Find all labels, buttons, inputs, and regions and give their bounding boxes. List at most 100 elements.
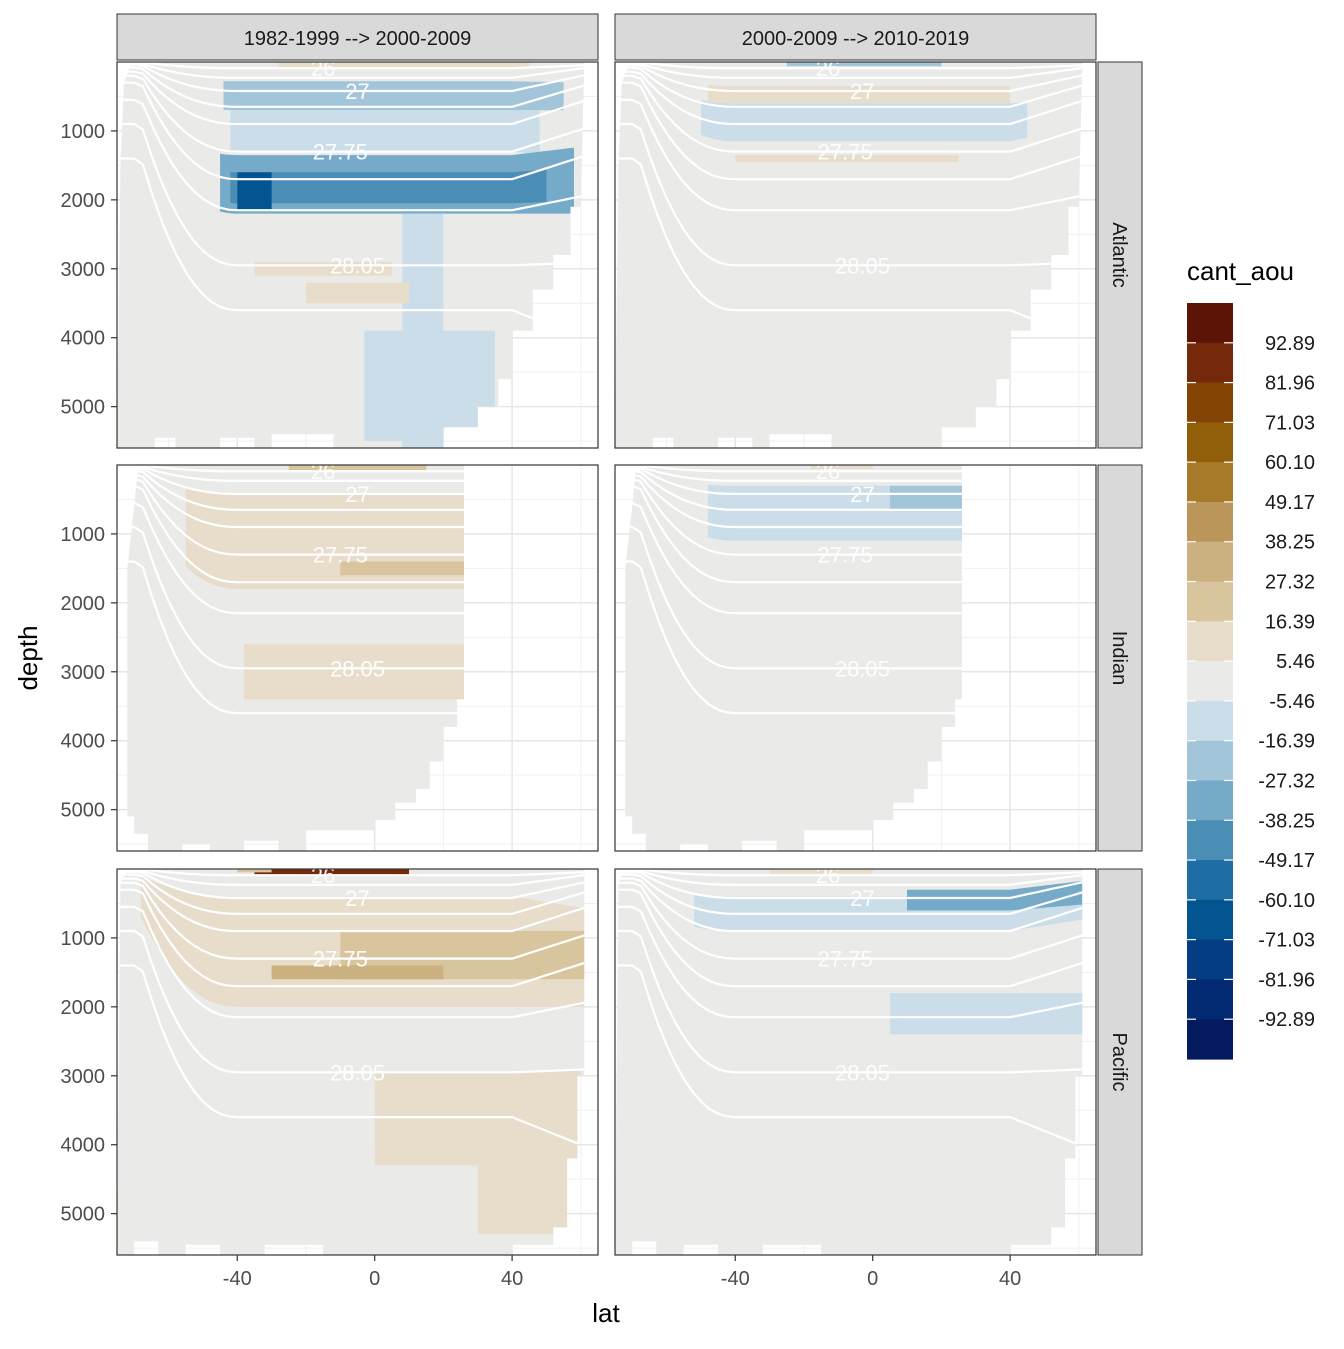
anomaly-contour-region [223, 81, 564, 111]
panel-indian-2000-2019: 26 27 27.75 28.05 [614, 464, 1097, 852]
isopycnal-line [117, 70, 585, 126]
legend-swatch [1187, 1019, 1233, 1060]
anomaly-contour-region [306, 282, 409, 304]
isopycnal-line [117, 62, 585, 79]
panel-border [614, 61, 1097, 449]
legend: cant_aou 92.89 81.96 71.03 60.10 49.17 38.25 2… [1187, 256, 1315, 1060]
legend-swatch [1187, 501, 1233, 543]
isopycnal-label: 26 [311, 459, 335, 484]
legend-label: 38.25 [1265, 532, 1315, 554]
isopycnal-label: 27.75 [818, 947, 873, 972]
isopycnal-label: 28.05 [330, 656, 385, 681]
anomaly-contour-region [340, 561, 464, 576]
x-tick-label: 40 [999, 1268, 1021, 1290]
legend-swatch [1187, 700, 1233, 742]
isopycnal-line [117, 62, 585, 70]
anomaly-contour-region [254, 869, 409, 875]
isopycnal-line [615, 74, 1083, 153]
y-tick-label: 4000 [61, 328, 106, 350]
anomaly-contour-region [707, 84, 1011, 104]
legend-label: 16.39 [1265, 611, 1315, 633]
y-axis: 1000 2000 3000 4000 5000 1000 2000 3000 4000 5000… [61, 121, 117, 1226]
anomaly-contour-region [288, 465, 427, 472]
anomaly-contour-region [889, 485, 962, 510]
y-tick-label: 4000 [61, 1135, 106, 1157]
legend-label: 81.96 [1265, 373, 1315, 395]
isopycnal-line [117, 157, 585, 346]
legend-swatch [1187, 860, 1233, 901]
panel-border [116, 464, 599, 852]
isopycnal-line [117, 873, 585, 915]
isopycnal-line [127, 484, 465, 584]
isopycnal-line [117, 870, 585, 900]
anomaly-contour-region [237, 172, 272, 211]
legend-swatch [1187, 303, 1233, 344]
y-tick-label: 2000 [61, 997, 106, 1019]
section-field: 26 27 27.75 28.05 [127, 459, 465, 851]
isopycnal-line [127, 477, 465, 556]
isopycnal-line [615, 62, 1083, 79]
isopycnal-line [615, 877, 1083, 933]
x-tick-label: 0 [867, 1268, 878, 1290]
isopycnal-line [615, 905, 1083, 1019]
legend-label: 92.89 [1265, 333, 1315, 355]
isopycnal-label: 27.75 [313, 543, 368, 568]
y-tick-label: 1000 [61, 928, 106, 950]
x-tick-label: 0 [369, 1268, 380, 1290]
isopycnal-line [625, 525, 962, 670]
isopycnal-line [615, 869, 1083, 886]
legend-swatch [1187, 422, 1233, 463]
anomaly-contour-region [700, 99, 1028, 142]
isopycnal-label: 26 [816, 56, 840, 81]
panel-border [116, 61, 599, 449]
legend-swatch [1187, 621, 1233, 662]
legend-labels: 92.89 81.96 71.03 60.10 49.17 38.25 27.32 16.39… [1258, 333, 1315, 1031]
anomaly-contour-region [694, 885, 1083, 931]
anomaly-contour-region [237, 869, 272, 873]
section-field: 26 27 27.75 28.05 [615, 869, 1083, 1255]
legend-label: -49.17 [1258, 850, 1315, 872]
panel-border [614, 464, 1097, 852]
isopycnal-line [117, 63, 585, 93]
isopycnal-label: 27 [345, 79, 369, 104]
panel-indian-1982-2009: 26 27 27.75 28.05 [116, 459, 599, 852]
facet-row-atlantic-label: Atlantic [1108, 222, 1130, 288]
isopycnal-line [117, 66, 585, 108]
y-tick-label: 3000 [61, 662, 106, 684]
isopycnal-line [615, 122, 1083, 267]
isopycnal-line [615, 62, 1083, 70]
anomaly-contour-region [230, 169, 547, 204]
legend-swatch [1187, 661, 1233, 702]
legend-label: 5.46 [1276, 651, 1315, 673]
isopycnal-line [117, 98, 585, 212]
facet-col-1-label: 1982-1999 --> 2000-2009 [244, 28, 471, 50]
x-axis: -40 0 40 -40 0 40 [223, 1255, 1021, 1290]
legend-label: -92.89 [1258, 1009, 1315, 1031]
y-tick-label: 5000 [61, 397, 106, 419]
isopycnal-line [117, 929, 585, 1074]
section-field: 26 27 27.75 28.05 [625, 465, 962, 851]
anomaly-contour-region [364, 330, 495, 442]
isopycnal-label: 27.75 [818, 140, 873, 165]
legend-label: -81.96 [1258, 969, 1315, 991]
legend-swatch [1187, 382, 1233, 423]
isopycnal-line [117, 888, 585, 988]
isopycnal-line [127, 473, 465, 529]
isopycnal-line [625, 473, 962, 529]
legend-swatch [1187, 342, 1233, 384]
isopycnal-line [117, 905, 585, 1019]
isopycnal-line [615, 63, 1083, 93]
panel-atlantic-2000-2019: 26 27 27.75 28.05 [614, 56, 1097, 449]
legend-label: -71.03 [1258, 930, 1315, 952]
panel-atlantic-1982-2009: 26 27 27.75 28.05 [116, 61, 599, 449]
isopycnal-line [625, 465, 962, 482]
x-tick-label: 40 [501, 1268, 523, 1290]
y-tick-label: 1000 [61, 121, 106, 143]
y-tick-label: 1000 [61, 524, 106, 546]
isopycnal-line [117, 869, 585, 886]
isopycnal-line [615, 98, 1083, 212]
isopycnal-label: 27.75 [313, 140, 368, 165]
isopycnal-label: 27.75 [818, 543, 873, 568]
y-tick-label: 3000 [61, 1066, 106, 1088]
